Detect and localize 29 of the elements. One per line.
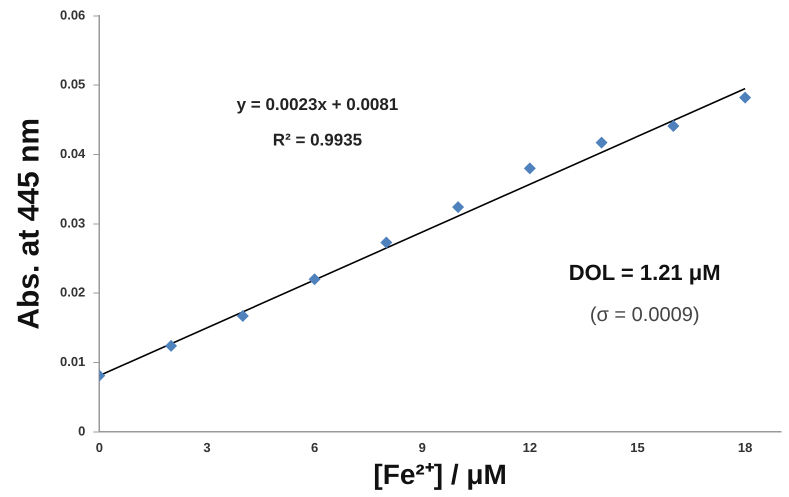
- point: [667, 120, 680, 132]
- point: [380, 236, 392, 249]
- x-tick-label: 18: [738, 440, 752, 456]
- point: [524, 162, 536, 174]
- x-tick-label: 9: [418, 440, 426, 456]
- x-tick-label: 12: [522, 440, 538, 456]
- point: [165, 340, 178, 352]
- point: [236, 310, 249, 322]
- x-tick-label: 0: [96, 440, 103, 456]
- annotation: (σ = 0.0009): [590, 304, 700, 326]
- y-tick-label: 0.03: [60, 215, 86, 230]
- y-axis-title: Abs. at 445 nm: [12, 118, 46, 330]
- y-tick-label: 0.05: [60, 76, 86, 92]
- point: [596, 136, 608, 149]
- point: [452, 201, 464, 214]
- y-tick-label: 0.01: [60, 354, 86, 370]
- annotation: DOL = 1.21 μM: [568, 260, 721, 285]
- point: [308, 273, 321, 286]
- y-tick-label: 0.06: [60, 7, 86, 22]
- annotation: R² = 0.9935: [272, 130, 362, 150]
- x-tick-label: 15: [630, 440, 645, 456]
- annotation: y = 0.0023x + 0.0081: [236, 94, 398, 114]
- y-tick-label: 0: [78, 423, 86, 438]
- x-tick-label: 3: [203, 440, 211, 456]
- x-axis-title: [Fe²⁺] / μM: [373, 458, 507, 490]
- point: [739, 92, 752, 104]
- x-tick-label: 6: [310, 440, 318, 456]
- y-tick-label: 0.04: [60, 146, 86, 162]
- y-tick-label: 0.02: [60, 284, 86, 300]
